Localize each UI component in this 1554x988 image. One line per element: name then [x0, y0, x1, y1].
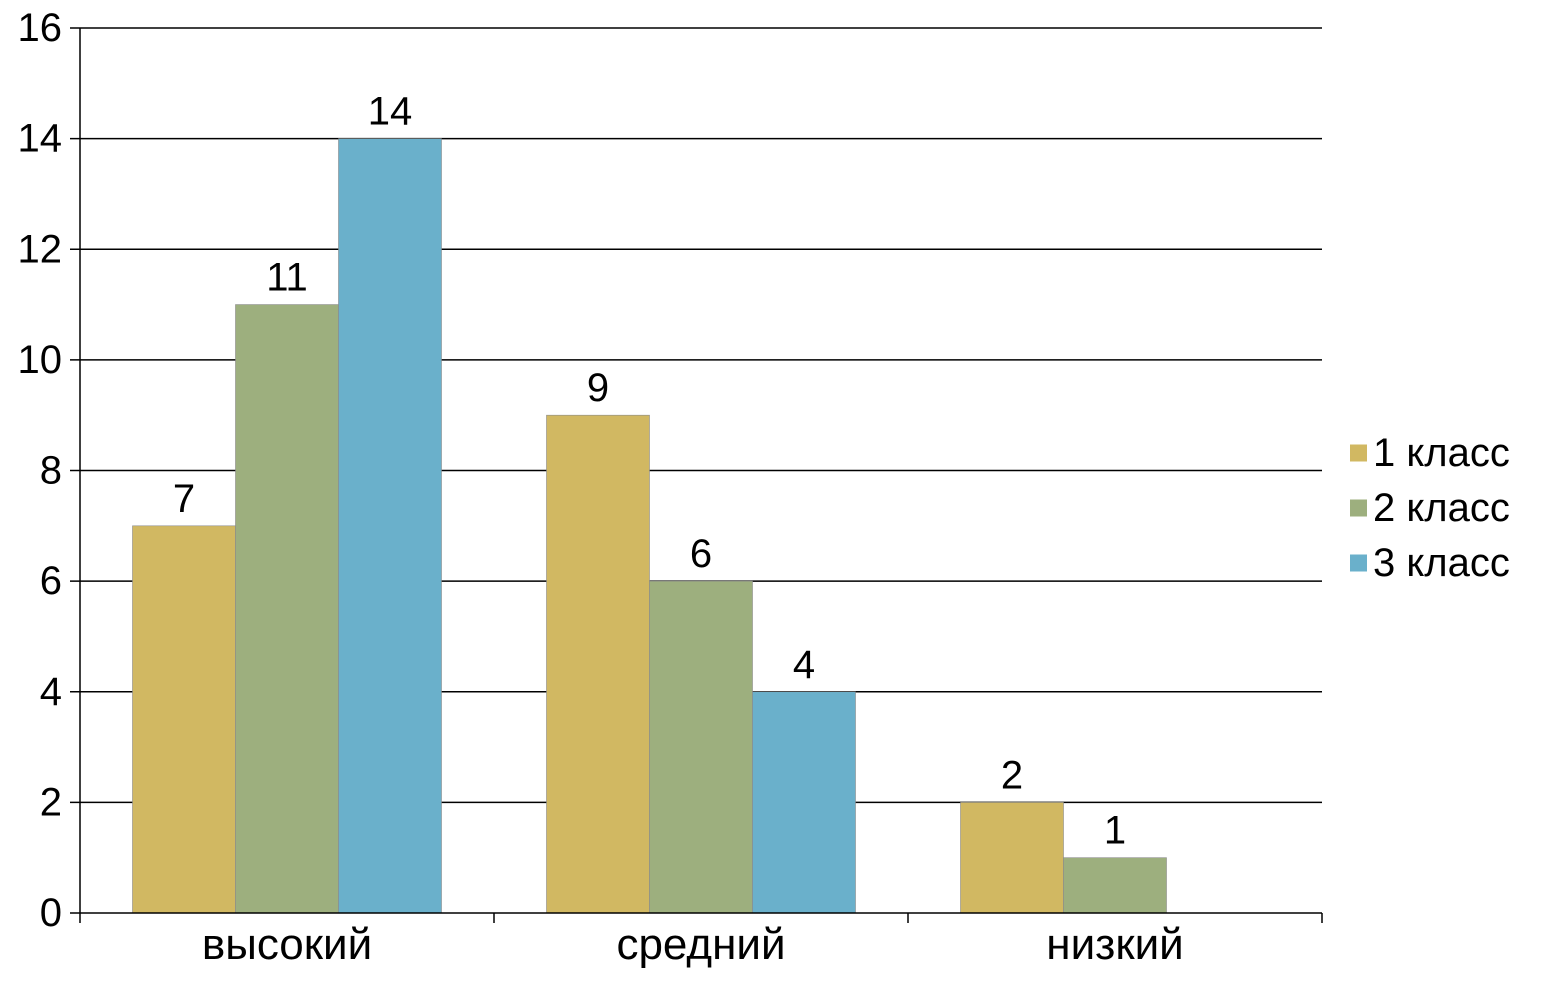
bar [235, 304, 339, 914]
axes [70, 27, 1323, 923]
labels: 0246810121416высокий71114средний964низки… [18, 6, 1184, 969]
legend-swatch [1350, 499, 1367, 517]
data-label: 2 [1001, 753, 1023, 797]
legend-label: 3 класс [1373, 541, 1510, 585]
data-label: 6 [690, 532, 712, 576]
data-label: 14 [368, 90, 413, 134]
legend: 1 класс 2 класс 3 класс [1350, 431, 1510, 585]
data-label: 11 [266, 256, 308, 300]
legend-swatch [1350, 444, 1367, 462]
y-tick-label: 0 [40, 891, 62, 935]
x-category-label: высокий [202, 920, 372, 969]
y-tick-label: 12 [18, 227, 63, 271]
x-category-label: низкий [1046, 920, 1183, 969]
bar [960, 802, 1064, 914]
y-tick-label: 14 [18, 117, 63, 161]
legend-swatch [1350, 554, 1367, 572]
data-label: 1 [1104, 809, 1126, 853]
y-tick-label: 16 [18, 6, 63, 50]
y-tick-label: 6 [40, 559, 62, 603]
bar [649, 580, 753, 914]
bar [338, 138, 442, 914]
x-category-label: средний [616, 920, 785, 969]
bar [132, 525, 236, 914]
data-label: 4 [793, 643, 815, 687]
legend-label: 2 класс [1373, 486, 1510, 530]
data-label: 7 [173, 477, 195, 521]
y-tick-label: 10 [18, 338, 63, 382]
bar [752, 691, 856, 914]
legend-label: 1 класс [1373, 431, 1510, 475]
bar [1063, 857, 1167, 914]
data-label: 9 [587, 366, 609, 410]
bar [546, 414, 650, 914]
y-tick-label: 2 [40, 780, 62, 824]
y-tick-label: 4 [40, 670, 62, 714]
bars [132, 138, 1167, 914]
y-tick-label: 8 [40, 449, 62, 493]
